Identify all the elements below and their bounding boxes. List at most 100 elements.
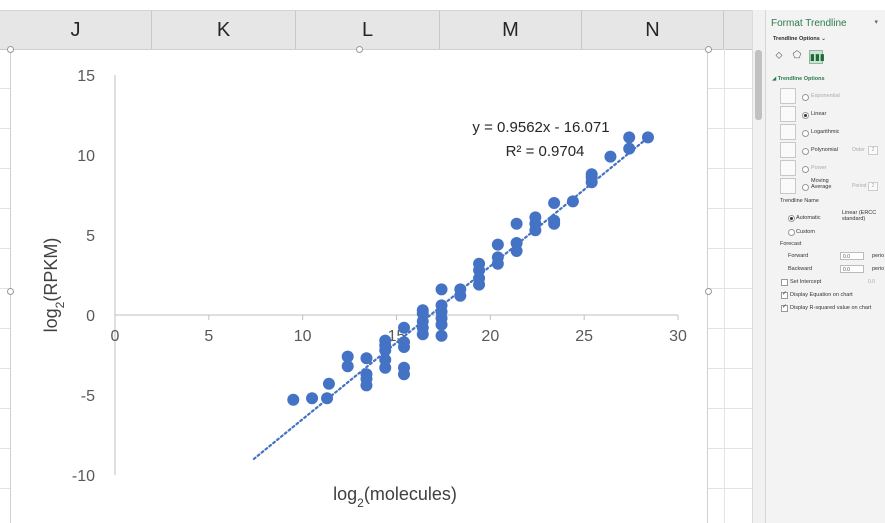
forward-unit-label: perio [872, 253, 885, 259]
vertical-scrollbar[interactable] [752, 10, 765, 523]
display-equation-label: Display Equation on chart [790, 292, 853, 298]
column-header-m[interactable]: M [440, 11, 582, 49]
x-tick-label: 30 [669, 328, 687, 345]
data-point[interactable] [623, 131, 636, 144]
polynomial-radio[interactable] [802, 148, 809, 155]
exponential-label: Exponential [811, 93, 840, 99]
column-header-l[interactable]: L [296, 11, 440, 49]
data-point[interactable] [510, 217, 523, 230]
option-polynomial[interactable]: Polynomial Order 2 [780, 142, 880, 160]
data-point[interactable] [379, 353, 392, 366]
x-axis-title: log2(molecules) [333, 484, 457, 510]
order-input[interactable]: 2 [868, 146, 878, 155]
data-point[interactable] [454, 283, 467, 296]
x-tick-label: 10 [294, 328, 312, 345]
data-point[interactable] [321, 392, 334, 405]
scrollbar-thumb[interactable] [755, 50, 762, 120]
data-point[interactable] [379, 334, 392, 347]
period-input[interactable]: 2 [868, 182, 878, 191]
data-point[interactable] [491, 238, 504, 251]
data-point[interactable] [398, 361, 411, 374]
column-header-n[interactable]: N [582, 11, 724, 49]
data-point[interactable] [435, 329, 448, 342]
data-point[interactable] [510, 237, 523, 249]
chart-resize-handle[interactable] [7, 288, 14, 295]
chart-resize-handle[interactable] [705, 288, 712, 295]
pane-menu-icon[interactable]: ▾ [874, 19, 878, 26]
exponential-radio[interactable] [802, 94, 809, 101]
forward-input[interactable]: 0.0 [840, 252, 864, 260]
y-tick-label: 5 [86, 228, 95, 245]
chart-resize-handle[interactable] [356, 46, 363, 53]
chart-resize-handle[interactable] [705, 46, 712, 53]
trendline-equation-label[interactable]: y = 0.9562x - 16.071 [472, 119, 609, 136]
logarithmic-radio[interactable] [802, 130, 809, 137]
data-point[interactable] [641, 131, 654, 144]
data-point[interactable] [435, 299, 448, 312]
data-point[interactable] [287, 393, 300, 406]
backward-input[interactable]: 0.0 [840, 265, 864, 273]
column-header-j[interactable]: J [0, 11, 152, 49]
set-intercept-label: Set Intercept [790, 279, 822, 285]
data-point[interactable] [529, 211, 542, 224]
data-point[interactable] [341, 350, 354, 363]
option-power[interactable]: Power [780, 160, 880, 178]
data-point[interactable] [566, 195, 579, 208]
data-point[interactable] [435, 283, 448, 296]
data-point[interactable] [491, 251, 504, 264]
data-point[interactable] [548, 197, 561, 209]
moving-average-radio[interactable] [802, 184, 809, 191]
option-linear[interactable]: Linear [780, 106, 880, 124]
trendline-options-section-header[interactable]: ◢ Trendline Options [772, 76, 825, 82]
automatic-label: Automatic [796, 215, 821, 221]
data-point[interactable] [341, 360, 354, 373]
chart-area[interactable]: 0 5 10 15 20 25 30 15 10 5 0 -5 -10 log2(RPKM) log2(… [10, 49, 708, 523]
polynomial-label: Polynomial [811, 147, 838, 153]
data-point[interactable] [585, 168, 598, 181]
trendline-name-automatic-radio[interactable] [788, 215, 795, 222]
custom-label: Custom [796, 229, 815, 235]
option-logarithmic[interactable]: Logarithmic [780, 124, 880, 142]
trendline-name-custom-radio[interactable] [788, 229, 795, 236]
data-point[interactable] [306, 392, 319, 405]
y-tick-label: -10 [72, 468, 95, 485]
y-tick-label: -5 [81, 388, 95, 405]
y-tick-label: 0 [86, 308, 95, 325]
x-tick-label: 25 [575, 328, 593, 345]
set-intercept-checkbox[interactable] [781, 279, 788, 286]
fill-line-tab-icon[interactable]: ⬦ [775, 50, 783, 61]
display-r-squared-label: Display R-squared value on chart [790, 305, 872, 311]
automatic-name-value: Linear (ERCC standard) [842, 210, 877, 222]
display-r-squared-checkbox[interactable] [781, 303, 788, 312]
column-header-k[interactable]: K [152, 11, 296, 49]
trendline[interactable] [252, 136, 650, 461]
data-point[interactable] [623, 142, 636, 155]
option-exponential[interactable]: Exponential [780, 88, 880, 106]
data-point[interactable] [548, 214, 561, 227]
column-header-partial[interactable] [724, 11, 752, 49]
data-point[interactable] [398, 321, 411, 334]
chart-resize-handle[interactable] [7, 46, 14, 53]
data-point[interactable] [473, 257, 486, 270]
order-label: Order [852, 147, 865, 153]
option-moving-average[interactable]: Moving Average Period 2 [780, 178, 880, 196]
trendline-options-dropdown[interactable]: Trendline Options ⌄ [773, 36, 826, 42]
forecast-heading: Forecast [780, 241, 802, 247]
linear-radio[interactable] [802, 112, 809, 119]
power-radio[interactable] [802, 166, 809, 173]
data-point[interactable] [416, 304, 429, 317]
data-point[interactable] [360, 352, 373, 365]
backward-label: Backward [788, 266, 813, 272]
effects-tab-icon[interactable]: ⬠ [792, 50, 802, 61]
data-point[interactable] [398, 336, 411, 349]
trendline-options-tab-icon[interactable]: ▮▮▮ [809, 50, 825, 64]
data-point[interactable] [604, 150, 617, 163]
data-point[interactable] [322, 377, 335, 390]
exponential-thumbnail-icon [780, 88, 796, 104]
set-intercept-value: 0.0 [868, 279, 875, 285]
linear-label: Linear [811, 111, 827, 117]
display-equation-checkbox[interactable] [781, 290, 788, 299]
data-point[interactable] [360, 368, 373, 381]
trendline-r-squared-label[interactable]: R² = 0.9704 [506, 143, 585, 160]
